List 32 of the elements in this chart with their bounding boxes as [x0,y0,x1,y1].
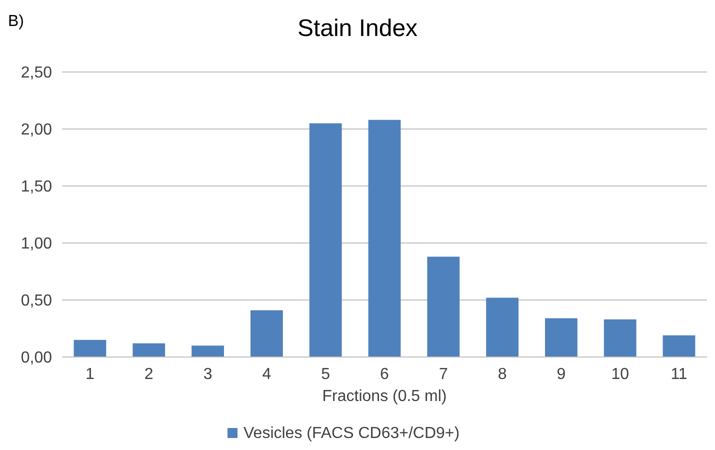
bar [662,335,696,357]
bar [368,120,401,357]
text: B) [8,13,24,30]
y-tick-label: 0,50 [20,292,52,310]
bar [309,123,342,357]
x-tick-label: 11 [670,366,688,383]
bar [604,319,636,357]
x-tick-label: 7 [438,366,448,383]
x-tick-label: 10 [611,366,630,383]
bar [427,256,460,357]
x-tick-label: 5 [321,366,330,383]
x-tick-label: 6 [380,366,390,383]
x-tick-label: 8 [498,366,507,383]
bar [250,310,283,357]
x-tick-label: 2 [144,366,154,383]
bar [74,340,106,357]
chart-title: Stain Index [297,15,418,42]
bar [192,346,224,357]
bar [545,318,578,357]
bar [486,298,519,357]
bar [132,343,166,357]
x-axis-title: Fractions (0.5 ml) [322,388,447,405]
x-tick-label: 3 [203,366,212,383]
y-tick-label: 0,00 [20,350,52,367]
y-tick-label: 1,50 [20,178,52,196]
legend-label: Vesicles (FACS CD63+/CD9+) [244,425,460,442]
y-tick-label: 2,00 [20,122,52,139]
y-tick-label: 1,00 [20,236,52,253]
y-tick-label: 2,50 [20,64,52,82]
x-tick-label: 1 [86,366,95,383]
x-tick-label: 9 [556,366,566,383]
x-tick-label: 4 [262,366,272,383]
